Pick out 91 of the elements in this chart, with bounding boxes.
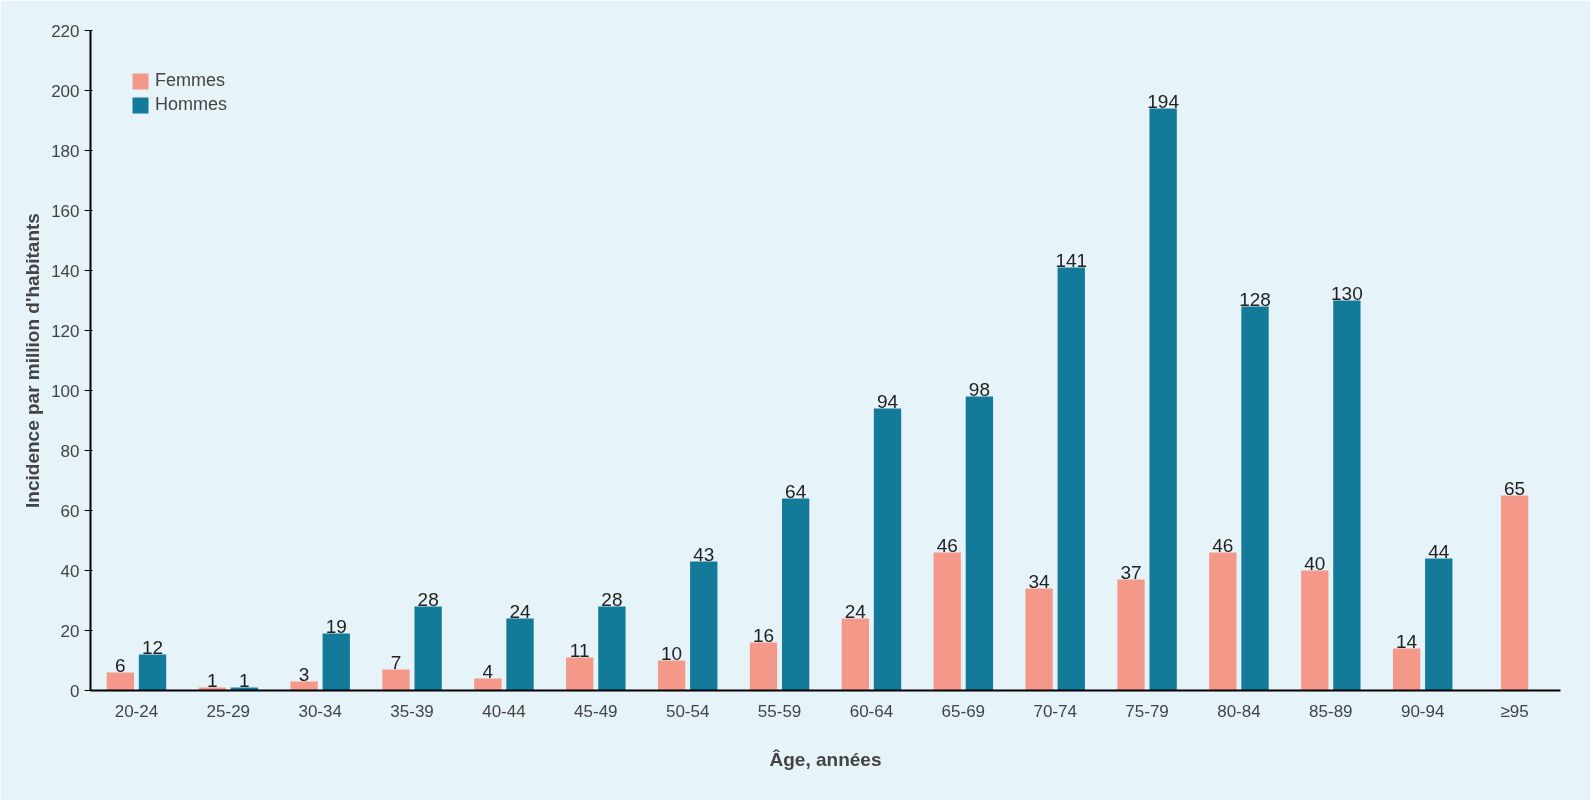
data-label: 1 <box>206 669 218 691</box>
bar <box>841 618 870 691</box>
bar <box>1025 588 1053 691</box>
bar <box>414 606 442 691</box>
x-axis-title: Âge, années <box>769 748 882 770</box>
data-label: 14 <box>1396 630 1418 652</box>
bar <box>474 678 502 691</box>
bar <box>749 642 778 691</box>
x-tick-label: 25-29 <box>206 701 251 721</box>
bar <box>873 408 902 691</box>
bar <box>1425 558 1453 691</box>
bar <box>1057 267 1085 691</box>
y-tick-label: 100 <box>51 381 80 401</box>
bar <box>657 660 686 691</box>
legend-label: Femmes <box>155 70 226 91</box>
y-tick-label: 160 <box>51 201 80 221</box>
legend-label: Hommes <box>155 94 228 115</box>
y-axis-title: Incidence par million d'habitants <box>22 213 44 508</box>
data-label: 64 <box>785 480 807 502</box>
bar <box>690 561 718 691</box>
y-tick-label: 180 <box>51 141 80 161</box>
data-label: 37 <box>1120 561 1142 583</box>
x-tick-label: 90-94 <box>1400 701 1445 721</box>
x-tick-label: 35-39 <box>390 701 434 721</box>
data-label: 4 <box>482 660 494 682</box>
data-label: 94 <box>876 390 899 412</box>
y-tick-label: 140 <box>51 261 80 281</box>
bar <box>1333 300 1361 691</box>
data-label: 46 <box>936 534 958 556</box>
data-label: 19 <box>325 615 347 637</box>
bar <box>566 657 594 691</box>
x-tick-label: 85-89 <box>1309 701 1353 721</box>
x-tick-label: 50-54 <box>665 701 710 721</box>
bar <box>1301 570 1329 691</box>
bar <box>290 681 318 691</box>
data-label: 141 <box>1055 249 1088 271</box>
data-label: 46 <box>1212 534 1234 556</box>
data-label: 3 <box>298 663 310 685</box>
data-label: 130 <box>1331 282 1363 304</box>
y-tick-label: 200 <box>51 81 80 101</box>
data-label: 194 <box>1147 90 1180 112</box>
x-tick-label: 45-49 <box>574 701 618 721</box>
y-tick-label: 0 <box>70 681 80 701</box>
bar <box>781 498 810 691</box>
data-label: 16 <box>752 624 775 646</box>
bar <box>1241 306 1269 691</box>
y-tick-label: 20 <box>60 621 80 641</box>
data-label: 40 <box>1304 552 1326 574</box>
y-tick-label: 220 <box>51 21 80 41</box>
bar <box>506 618 534 691</box>
data-label: 34 <box>1028 570 1051 592</box>
data-label: 98 <box>968 378 990 400</box>
x-tick-label: 40-44 <box>482 701 526 721</box>
x-tick-label: 20-24 <box>114 701 159 721</box>
data-label: 1 <box>239 669 250 691</box>
bar <box>598 606 626 691</box>
x-tick-label: 80-84 <box>1217 701 1261 721</box>
bar <box>1117 579 1145 691</box>
x-tick-label: 55-59 <box>757 701 802 721</box>
bar <box>965 396 994 691</box>
y-tick-label: 40 <box>60 561 80 581</box>
x-tick-label: 75-79 <box>1125 701 1169 721</box>
x-tick-label: 60-64 <box>849 701 894 721</box>
data-label: 44 <box>1428 540 1450 562</box>
bar <box>106 672 135 691</box>
data-label: 65 <box>1504 477 1526 499</box>
data-label: 128 <box>1239 288 1271 310</box>
bar <box>1209 552 1237 691</box>
data-label: 24 <box>509 600 532 622</box>
data-label: 11 <box>569 639 590 661</box>
bar <box>382 669 410 691</box>
x-tick-label: ≥95 <box>1500 701 1529 721</box>
bar <box>138 654 167 691</box>
x-tick-label: 70-74 <box>1033 701 1077 721</box>
bar <box>322 633 350 691</box>
data-label: 43 <box>693 543 715 565</box>
y-tick-label: 60 <box>60 501 80 521</box>
x-tick-label: 30-34 <box>298 701 342 721</box>
data-label: 24 <box>844 600 867 622</box>
data-label: 6 <box>115 654 126 676</box>
data-label: 28 <box>601 588 623 610</box>
data-label: 10 <box>661 642 683 664</box>
x-tick-label: 65-69 <box>941 701 986 721</box>
data-label: 28 <box>417 588 439 610</box>
y-tick-label: 80 <box>60 441 80 461</box>
data-label: 7 <box>390 651 402 673</box>
y-tick-label: 120 <box>51 321 80 341</box>
bar <box>1149 108 1177 691</box>
bar <box>1392 648 1421 691</box>
bar <box>933 552 961 691</box>
data-label: 12 <box>141 636 164 658</box>
